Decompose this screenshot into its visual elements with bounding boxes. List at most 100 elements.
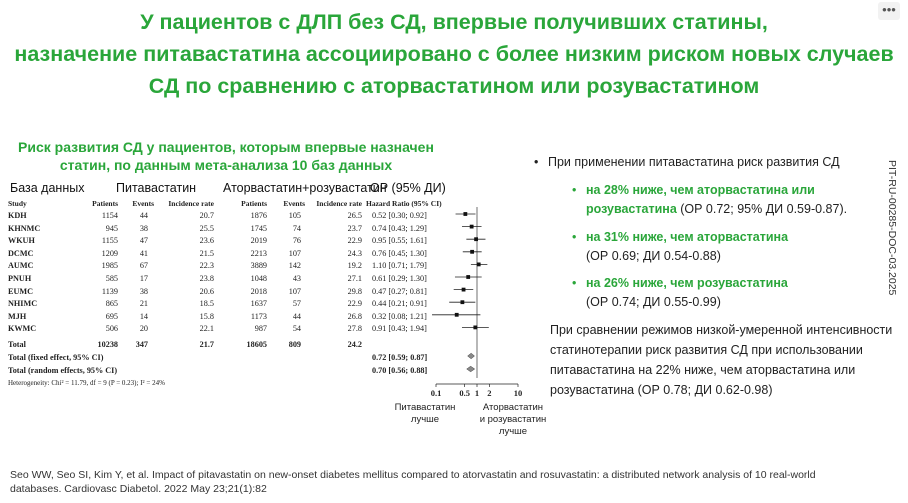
favours-pitavastatin-line-1: Питавастатин [394,402,456,413]
sub-header-hazard-ratio: Hazard Ratio (95% CI) [366,199,442,208]
table-cell-r2: 22.9 [347,236,362,246]
table-cell-study: KWMC [8,324,37,334]
favours-comparator-line-1: Аторвастатин [482,402,544,413]
document-code-text: PIT-RU-00285-DOC-03.2025 [886,160,898,296]
table-cell-r2: 29.8 [347,286,362,296]
sub-header-patients: Patients [92,199,118,208]
table-cell-study: KHNMC [8,223,41,233]
favours-comparator-label: Аторвастатин и розувастатин лучше [468,402,558,438]
point-estimate [460,300,465,305]
favours-comparator-line-3: лучше [498,426,528,437]
table-cell-e2: 74 [292,223,301,233]
reference: Seo WW, Seo SI, Kim Y, et al. Impact of … [10,468,816,496]
point-estimate [454,312,459,317]
point-estimate [476,262,481,267]
point-estimate [461,287,466,292]
table-cell-study: MJH [8,311,27,321]
table-cell-study: KDH [8,211,27,220]
table-cell-e1: 38 [139,286,148,296]
total-events-1: 347 [135,340,148,349]
table-cell-e2: 76 [292,236,301,246]
table-cell-r1: 18.5 [199,299,214,309]
sub-header-rate-2: Incidence rate [316,199,362,208]
table-cell-hr: 0.32 [0.08; 1.21] [372,311,427,321]
point-estimate [470,249,475,254]
table-cell-p1: 1985 [101,261,118,271]
table-cell-r2: 27.8 [347,324,362,334]
slide-title-line-3: СД по сравнению с аторвастатином или роз… [148,74,760,98]
sub-header-study: Study [8,199,27,208]
fixed-effect-hr: 0.72 [0.59; 0.87] [372,353,428,362]
reference-line-2: databases. Cardiovasc Diabetol. 2022 May… [10,483,267,495]
table-cell-p1: 1155 [101,236,118,246]
x-tick-label: 10 [514,388,523,398]
total-rate-1: 21.7 [199,340,214,349]
table-cell-e2: 107 [288,248,301,258]
table-cell-hr: 0.95 [0.55; 1.61] [372,236,427,246]
favours-pitavastatin-label: Питавастатин лучше [390,402,460,426]
table-cell-e1: 44 [139,211,148,220]
table-cell-hr: 0.52 [0.30; 0.92] [372,211,427,220]
table-cell-p2: 1745 [250,223,267,233]
bullet-icon: • [572,230,577,244]
header-or: ОР (95% ДИ) [370,181,446,195]
more-options-button[interactable]: ••• [878,2,900,20]
table-cell-r2: 26.8 [347,311,362,321]
bullet-icon: • [572,276,577,290]
point-estimate [473,325,478,330]
table-cell-p1: 1154 [101,211,118,220]
table-cell-e2: 43 [292,274,301,283]
table-cell-r1: 20.6 [199,286,214,296]
table-cell-e1: 21 [139,299,148,309]
table-cell-r1: 23.8 [199,274,214,283]
random-effects-hr: 0.70 [0.56; 0.88] [372,366,428,375]
intensity-paragraph-line-4: розувастатина (ОР 0.78; ДИ 0.62-0.98) [550,383,773,397]
table-cell-p1: 945 [105,223,118,233]
table-cell-p1: 1209 [101,248,118,258]
table-cell-p2: 2018 [250,286,267,296]
header-pitavastatin: Питавастатин [116,181,197,195]
table-cell-p1: 506 [105,324,118,334]
table-cell-e1: 67 [139,261,148,271]
table-cell-e2: 105 [288,211,301,220]
bullet-icon: • [572,183,577,197]
bullet-icon: • [534,155,539,169]
header-comparator: Аторвастатин+розувастатин [223,181,387,195]
x-tick-label: 0.1 [431,388,442,398]
table-cell-p2: 2019 [250,236,267,246]
table-cell-hr: 0.44 [0.21; 0.91] [372,299,427,309]
table-cell-r2: 24.3 [347,248,362,258]
table-cell-hr: 1.10 [0.71; 1.79] [372,261,427,271]
intensity-paragraph: При сравнении режимов низкой-умеренной и… [550,320,892,400]
table-cell-p2: 987 [254,324,267,334]
slide-title: У пациентов с ДЛП без СД, впервые получи… [0,6,908,102]
table-cell-hr: 0.76 [0.45; 1.30] [372,248,427,258]
table-cell-hr: 0.47 [0.27; 0.81] [372,286,427,296]
bullet-1-highlight-2: розувастатина [586,202,677,216]
document-code: PIT-RU-00285-DOC-03.2025 [884,160,900,320]
sub-header-patients-2: Patients [241,199,267,208]
x-tick-label: 1 [475,388,479,398]
table-cell-p2: 1876 [250,211,267,220]
table-cell-e2: 142 [288,261,301,271]
intensity-paragraph-line-2: статинотерапии риск развития СД при испо… [550,343,863,357]
table-cell-hr: 0.61 [0.29; 1.30] [372,274,427,283]
table-cell-e1: 41 [139,248,148,258]
table-cell-r1: 25.5 [199,223,214,233]
pooled-diamond [467,352,475,360]
sub-header-rate: Incidence rate [168,199,214,208]
table-cell-study: WKUH [8,236,35,246]
favours-pitavastatin-line-2: лучше [410,414,440,425]
table-cell-p2: 2213 [250,248,267,258]
table-cell-r1: 15.8 [199,311,214,321]
table-cell-p1: 1139 [101,286,118,296]
table-cell-e1: 47 [139,236,148,246]
slide-title-line-2: назначение питавастатина ассоциировано с… [14,42,894,66]
table-cell-p2: 3889 [250,261,267,271]
table-cell-e2: 44 [292,311,301,321]
table-cell-e2: 107 [288,286,301,296]
table-cell-study: AUMC [8,261,34,271]
table-cell-r1: 22.1 [199,324,214,334]
total-events-2: 809 [288,340,301,349]
